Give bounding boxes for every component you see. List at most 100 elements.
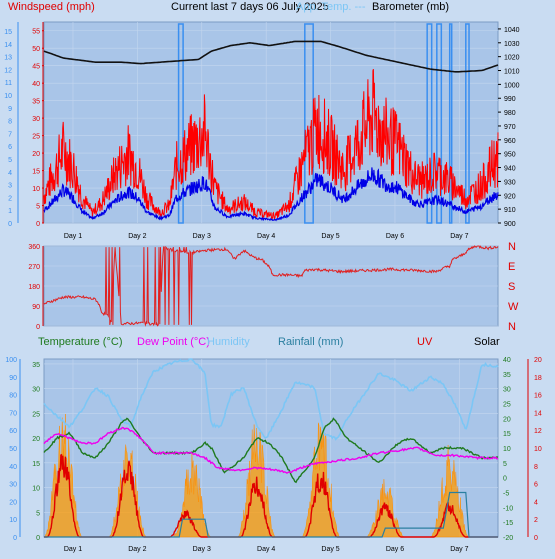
- direction-panel: 0 N 90 W 180 S 270 E 360 N: [28, 241, 519, 333]
- temp-right-tick-label: 30: [503, 387, 511, 394]
- outer-tick-label: 11: [5, 80, 12, 87]
- wind-gust-line: [43, 68, 499, 221]
- baro-tick-label: 970: [504, 124, 516, 131]
- humidity-tick-label: 60: [9, 428, 17, 435]
- barometer-label: Barometer (mb): [372, 1, 449, 13]
- baro-tick-label: 1040: [504, 27, 520, 34]
- wind-average-line: [43, 167, 499, 222]
- humidity-tick-label: 0: [13, 535, 17, 542]
- uv-tick-label: 6: [534, 482, 538, 489]
- direction-tick-label: 90: [32, 304, 40, 311]
- humidity-tick-label: 20: [9, 499, 17, 506]
- outer-tick-label: 6: [8, 144, 12, 151]
- outer-tick-label: 3: [8, 183, 12, 190]
- temperature-tick-label: 20: [32, 436, 40, 443]
- solar-label: Solar: [474, 336, 500, 348]
- wind-tick-label: 55: [32, 29, 40, 36]
- baro-tick-label: 1020: [504, 55, 520, 62]
- baro-tick-label: 1030: [504, 41, 520, 48]
- temp-right-tick-label: 25: [503, 402, 511, 409]
- compass-label: N: [508, 321, 516, 333]
- humidity-tick-label: 80: [9, 393, 17, 400]
- wind-series: [43, 40, 499, 222]
- wind-tick-label: 15: [32, 169, 40, 176]
- day-tick-label: Day 1: [64, 233, 82, 240]
- uv-tick-label: 8: [534, 464, 538, 471]
- temperature-tick-label: 0: [36, 535, 40, 542]
- temp-right-tick-label: 0: [503, 476, 507, 483]
- temperature-tick-label: 10: [32, 486, 40, 493]
- outer-tick-label: 4: [8, 170, 12, 177]
- wind-tick-label: 0: [36, 221, 40, 228]
- humidity-label: Humidity: [207, 336, 250, 348]
- temp-right-tick-label: -15: [503, 520, 513, 527]
- outer-tick-label: 1: [8, 208, 12, 215]
- humidity-tick-label: 40: [9, 464, 17, 471]
- temperature-tick-label: 35: [32, 362, 40, 369]
- app-temp-label: App. Temp. ---: [296, 1, 366, 13]
- day-tick-label: Day 3: [193, 546, 211, 553]
- temp-right-tick-label: -5: [503, 491, 509, 498]
- baro-tick-label: 960: [504, 138, 516, 145]
- outer-tick-label: 5: [8, 157, 12, 164]
- temp-right-tick-label: -10: [503, 505, 513, 512]
- uv-tick-label: 10: [534, 446, 542, 453]
- baro-tick-label: 980: [504, 110, 516, 117]
- baro-tick-label: 910: [504, 207, 516, 214]
- compass-label: E: [508, 261, 515, 273]
- compass-label: S: [508, 281, 515, 293]
- day-tick-label: Day 3: [193, 233, 211, 240]
- temp-right-tick-label: 20: [503, 416, 511, 423]
- temp-right-tick-label: 5: [503, 461, 507, 468]
- humidity-tick-label: 50: [9, 446, 17, 453]
- humidity-tick-label: 100: [5, 357, 17, 364]
- wind-tick-label: 45: [32, 64, 40, 71]
- uv-tick-label: 4: [534, 499, 538, 506]
- temperature-tick-label: 15: [32, 461, 40, 468]
- wind-direction-marks: [177, 23, 470, 224]
- direction-series: [43, 245, 499, 327]
- baro-tick-label: 900: [504, 221, 516, 228]
- temperature-plot-area: [43, 358, 499, 538]
- outer-tick-label: 12: [4, 67, 12, 74]
- chart-title: Current last 7 days 06 July 2025: [171, 1, 329, 13]
- direction-mark: [177, 23, 184, 224]
- day-tick-label: Day 4: [257, 233, 275, 240]
- uv-line: [44, 453, 498, 538]
- wind-label: Windspeed (mph): [8, 1, 95, 13]
- outer-tick-label: 9: [8, 106, 12, 113]
- direction-tick-label: 0: [36, 324, 40, 331]
- humidity-tick-label: 90: [9, 375, 17, 382]
- outer-tick-label: 15: [4, 29, 12, 36]
- day-tick-label: Day 4: [257, 546, 275, 553]
- day-tick-label: Day 2: [128, 546, 146, 553]
- day-tick-label: Day 5: [321, 546, 339, 553]
- temperature-tick-label: 30: [32, 387, 40, 394]
- baro-tick-label: 950: [504, 152, 516, 159]
- temp-right-tick-label: 15: [503, 431, 511, 438]
- direction-tick-label: 270: [28, 264, 40, 271]
- direction-mark: [426, 23, 433, 224]
- outer-tick-label: 2: [8, 195, 12, 202]
- direction-mark: [465, 23, 470, 224]
- wind-tick-label: 50: [32, 46, 40, 53]
- temp-right-tick-label: 10: [503, 446, 511, 453]
- wind-tick-label: 20: [32, 151, 40, 158]
- temp-right-tick-label: 40: [503, 357, 511, 364]
- baro-tick-label: 990: [504, 96, 516, 103]
- compass-label: W: [508, 301, 519, 313]
- temperature-tick-label: 5: [36, 510, 40, 517]
- day-tick-label: Day 7: [450, 546, 468, 553]
- direction-mark: [436, 23, 443, 224]
- outer-tick-label: 0: [8, 221, 12, 228]
- temp-right-tick-label: 35: [503, 372, 511, 379]
- humidity-tick-label: 70: [9, 410, 17, 417]
- wind-tick-label: 40: [32, 81, 40, 88]
- outer-tick-label: 13: [4, 55, 12, 62]
- uv-tick-label: 0: [534, 535, 538, 542]
- temperature-label: Temperature (°C): [38, 336, 122, 348]
- baro-tick-label: 920: [504, 193, 516, 200]
- direction-mark: [448, 23, 453, 224]
